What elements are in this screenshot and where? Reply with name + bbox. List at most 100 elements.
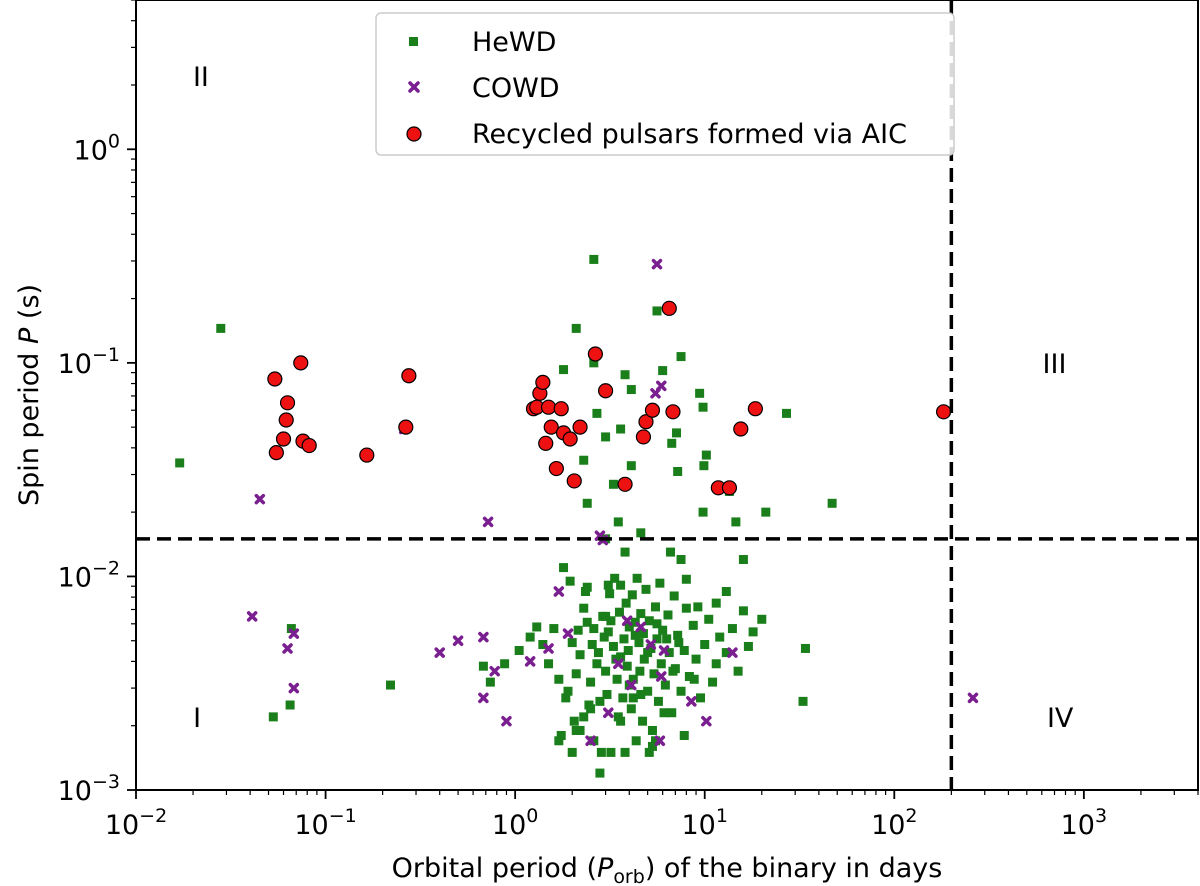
hewd-point (626, 704, 636, 714)
hewd-point (673, 466, 683, 476)
hewd-point (627, 590, 637, 600)
data-points-layer (175, 254, 979, 778)
hewd-point (676, 352, 686, 362)
hewd-point (638, 716, 648, 726)
aic-pulsar-point (747, 401, 763, 417)
hewd-point (743, 641, 753, 651)
y-tick-label: 100 (74, 130, 120, 166)
hewd-point (567, 747, 577, 757)
x-tick-label: 103 (1061, 805, 1107, 841)
hewd-point (554, 736, 564, 746)
hewd-point (573, 625, 583, 635)
hewd-point (699, 461, 709, 471)
hewd-point (620, 547, 630, 557)
hewd-point (285, 700, 295, 710)
region-label: III (1043, 349, 1067, 380)
hewd-point (616, 716, 626, 726)
hewd-point (638, 629, 648, 639)
hewd-point (567, 638, 577, 648)
hewd-point (655, 578, 665, 588)
hewd-point (592, 408, 602, 418)
hewd-point (701, 450, 711, 460)
hewd-point (616, 580, 626, 590)
x-tick-label: 10−1 (294, 805, 356, 841)
cowd-point (478, 631, 489, 643)
hewd-point (559, 365, 569, 375)
hewd-point (667, 708, 677, 718)
region-label: II (193, 62, 209, 93)
hewd-point (643, 686, 653, 696)
hewd-point (647, 725, 657, 735)
hewd-point (586, 677, 596, 687)
aic-pulsar-point (301, 437, 317, 454)
hewd-point (623, 645, 633, 655)
hewd-point (603, 627, 613, 637)
hewd-point (650, 736, 660, 746)
hewd-point (561, 693, 571, 703)
hewd-point (592, 659, 602, 669)
hewd-point (628, 693, 638, 703)
hewd-point (626, 385, 636, 395)
region-label: I (193, 703, 201, 734)
hewd-point (674, 638, 684, 648)
cowd-point (452, 635, 464, 646)
hewd-point (532, 622, 542, 632)
hewd-point (715, 632, 725, 642)
legend: HeWD COWD Recycled pulsars formed via AI… (375, 12, 955, 156)
x-tick-label: 101 (681, 805, 727, 841)
hewd-point (500, 659, 510, 669)
cowd-point (288, 628, 300, 639)
hewd-point (667, 438, 677, 448)
hewd-point (662, 634, 672, 644)
aic-pulsar-point (293, 355, 309, 371)
cowd-point (686, 696, 697, 707)
aic-pulsar-point (665, 404, 681, 420)
hewd-point (565, 576, 575, 586)
y-axis-ticks: 10−3 10−2 10−1 100 (58, 0, 136, 807)
y-axis-label: Spin period P (s) (14, 284, 45, 506)
aic-pulsar-point (566, 473, 582, 489)
hewd-point (738, 606, 748, 616)
cowd-point (282, 643, 293, 654)
legend-label-cowd: COWD (472, 73, 560, 104)
aic-pulsar-point (935, 404, 952, 420)
hewd-point (650, 602, 660, 612)
hewd-point (698, 402, 708, 412)
cowd-point (645, 639, 657, 650)
aic-pulsar-point (543, 419, 559, 435)
hewd-point (800, 643, 810, 653)
hewd-point (644, 616, 654, 626)
hewd-point (614, 607, 624, 617)
legend-marker-aic (406, 126, 422, 142)
hewd-point (658, 625, 668, 635)
hewd-point (575, 725, 585, 735)
aic-pulsar-point (635, 429, 652, 445)
hewd-point (589, 358, 599, 368)
cowd-point (626, 679, 637, 691)
hewd-point (632, 573, 642, 583)
hewd-point (595, 696, 605, 706)
aic-pulsar-point (535, 374, 551, 390)
hewd-point (673, 630, 683, 640)
hewd-point (708, 677, 718, 687)
cowd-point (603, 707, 614, 718)
cowd-point (654, 735, 666, 747)
hewd-point (525, 632, 535, 642)
hewd-point (733, 666, 743, 676)
hewd-point (582, 498, 592, 508)
hewd-point (781, 408, 791, 418)
aic-pulsar-point (661, 300, 677, 316)
hewd-point (554, 674, 564, 684)
aic-pulsar-point (553, 401, 569, 417)
hewd-point (681, 574, 691, 584)
hewd-point (624, 622, 634, 632)
hewd-point (589, 736, 599, 746)
hewd-point (704, 614, 714, 624)
hewd-point (608, 479, 618, 489)
hewd-point (689, 674, 699, 684)
hewd-point (579, 603, 589, 613)
aic-pulsar-point (268, 445, 284, 461)
hewd-point (579, 455, 589, 465)
hewd-point (616, 652, 626, 662)
hewd-point (721, 648, 731, 658)
